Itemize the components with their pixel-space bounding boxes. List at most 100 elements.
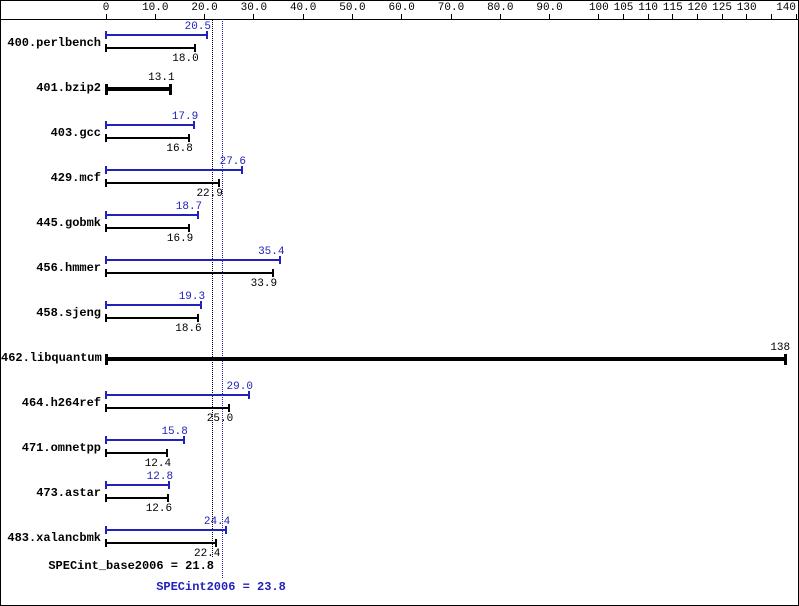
peak-value-label: 19.3 xyxy=(178,291,206,303)
base-value-label: 33.9 xyxy=(250,278,278,290)
base-end-cap xyxy=(187,134,190,142)
base-value-label: 25.0 xyxy=(206,413,234,425)
peak-end-cap xyxy=(200,301,203,309)
base-bar xyxy=(106,407,230,409)
benchmark-label: 483.xalancbmk xyxy=(7,531,101,545)
axis-tick-label: 80.0 xyxy=(487,2,514,14)
peak-value-label: 27.6 xyxy=(219,156,247,168)
axis-tick xyxy=(746,14,748,19)
axis-tick-label: 10.0 xyxy=(142,2,169,14)
peak-end-cap xyxy=(197,211,200,219)
peak-value-label: 18.7 xyxy=(175,201,203,213)
peak-value-label: 20.5 xyxy=(184,21,212,33)
base-value-label: 13.1 xyxy=(148,72,175,84)
axis-tick xyxy=(154,14,156,19)
axis-tick-label: 0 xyxy=(102,2,110,14)
peak-start-cap xyxy=(105,391,107,399)
base-value-label: 22.4 xyxy=(193,548,221,560)
base-bar xyxy=(106,182,219,184)
peak-value-label: 35.4 xyxy=(258,246,285,258)
peak-start-cap xyxy=(105,256,107,264)
base-value-label: 22.9 xyxy=(196,188,223,200)
base-start-cap xyxy=(105,314,107,322)
base-bar xyxy=(106,227,190,229)
base-bar xyxy=(106,317,198,319)
benchmark-label: 473.astar xyxy=(36,486,101,500)
axis-tick-label: 105 xyxy=(613,2,634,14)
axis-tick-label: 140 xyxy=(776,2,796,14)
base-end-cap xyxy=(217,179,220,187)
peak-end-cap xyxy=(193,121,196,129)
axis-tick-label: 125 xyxy=(712,2,732,14)
base-end-cap xyxy=(166,449,169,457)
peak-mean-label: SPECint2006 = 23.8 xyxy=(156,580,286,594)
axis-tick xyxy=(598,14,600,19)
axis-tick xyxy=(770,14,772,19)
base-start-cap xyxy=(105,449,107,457)
axis-tick xyxy=(253,14,255,19)
peak-bar xyxy=(106,529,227,531)
peak-bar xyxy=(106,124,195,126)
benchmark-label: 401.bzip2 xyxy=(36,81,101,95)
axis-tick xyxy=(204,14,206,19)
peak-end-cap xyxy=(182,436,185,444)
base-bar xyxy=(106,137,189,139)
base-start-cap xyxy=(105,134,107,142)
benchmark-label: 400.perlbench xyxy=(7,36,101,50)
peak-bar xyxy=(106,394,249,396)
peak-bar xyxy=(106,34,208,36)
base-value-label: 18.6 xyxy=(175,323,202,335)
peak-mean-line xyxy=(222,19,224,578)
bar-start-cap xyxy=(105,354,108,365)
base-value-label: 16.9 xyxy=(166,233,194,245)
axis-tick-label: 60.0 xyxy=(388,2,415,14)
axis-tick-label: 110 xyxy=(638,2,659,14)
peak-start-cap xyxy=(105,31,107,39)
axis-tick-label: 90.0 xyxy=(536,2,563,14)
base-start-cap xyxy=(105,44,107,52)
axis-tick xyxy=(499,14,501,19)
peak-end-cap xyxy=(206,31,209,39)
benchmark-label: 403.gcc xyxy=(50,126,101,140)
axis-tick-label: 20.0 xyxy=(191,2,218,14)
axis-tick xyxy=(696,14,698,19)
axis-tick xyxy=(549,14,551,19)
base-start-cap xyxy=(105,539,107,547)
benchmark-label: 471.omnetpp xyxy=(21,441,101,455)
base-mean-label: SPECint_base2006 = 21.8 xyxy=(48,559,214,573)
peak-start-cap xyxy=(105,211,107,219)
benchmark-label: 462.libquantum xyxy=(1,351,102,365)
base-value-label: 16.8 xyxy=(166,143,193,155)
base-value-label: 12.4 xyxy=(144,458,172,470)
peak-start-cap xyxy=(105,436,107,444)
axis-tick-label: 30.0 xyxy=(240,2,268,14)
axis-tick xyxy=(721,14,723,19)
peak-end-cap xyxy=(168,481,171,489)
peak-bar xyxy=(106,214,199,216)
peak-bar xyxy=(106,259,281,261)
peak-bar xyxy=(106,439,184,441)
base-value-label: 18.0 xyxy=(172,53,199,65)
base-bar xyxy=(106,87,171,91)
bar-end-cap xyxy=(784,354,788,365)
axis-tick-label: 70.0 xyxy=(437,2,465,14)
base-start-cap xyxy=(105,494,107,502)
base-bar xyxy=(106,272,274,274)
peak-value-label: 12.8 xyxy=(146,471,174,483)
base-bar xyxy=(106,497,169,499)
base-end-cap xyxy=(193,44,196,52)
base-end-cap xyxy=(196,314,199,322)
peak-start-cap xyxy=(105,166,107,174)
axis-tick xyxy=(623,14,624,19)
base-end-cap xyxy=(272,269,275,277)
axis-tick xyxy=(302,14,304,19)
base-end-cap xyxy=(215,539,218,547)
benchmark-label: 464.h264ref xyxy=(21,396,101,410)
base-end-cap xyxy=(188,224,191,232)
peak-end-cap xyxy=(279,256,282,264)
axis-tick-label: 130 xyxy=(736,2,757,14)
axis-tick xyxy=(351,14,353,19)
axis-tick-label: 40.0 xyxy=(289,2,317,14)
peak-end-cap xyxy=(225,526,228,534)
